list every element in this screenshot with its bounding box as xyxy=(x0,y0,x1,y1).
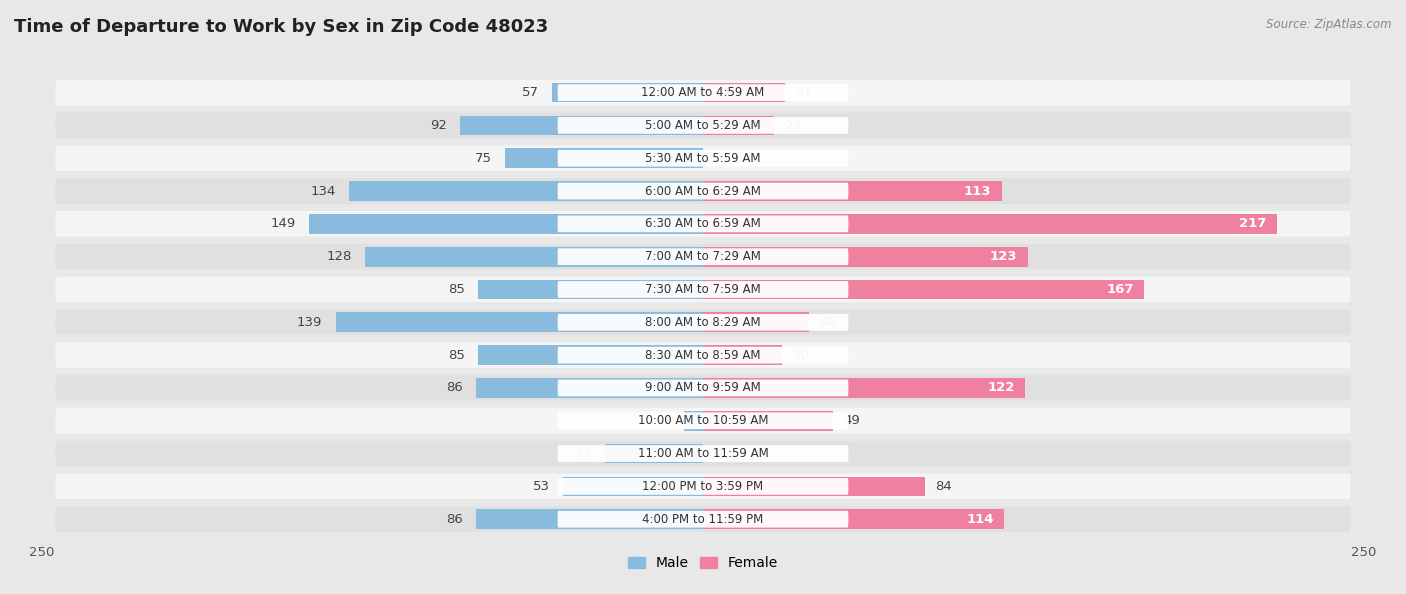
FancyBboxPatch shape xyxy=(558,117,848,134)
Legend: Male, Female: Male, Female xyxy=(623,551,783,576)
Text: Source: ZipAtlas.com: Source: ZipAtlas.com xyxy=(1267,18,1392,31)
Text: 8:00 AM to 8:29 AM: 8:00 AM to 8:29 AM xyxy=(645,316,761,329)
Text: 149: 149 xyxy=(271,217,295,230)
Text: 6:00 AM to 6:29 AM: 6:00 AM to 6:29 AM xyxy=(645,185,761,198)
FancyBboxPatch shape xyxy=(558,248,848,265)
Text: 12:00 AM to 4:59 AM: 12:00 AM to 4:59 AM xyxy=(641,86,765,99)
FancyBboxPatch shape xyxy=(558,314,848,331)
Text: 40: 40 xyxy=(820,316,837,329)
Text: 167: 167 xyxy=(1107,283,1133,296)
FancyBboxPatch shape xyxy=(55,277,1351,302)
Text: 57: 57 xyxy=(522,86,538,99)
Text: 8:30 AM to 8:59 AM: 8:30 AM to 8:59 AM xyxy=(645,349,761,362)
Text: 30: 30 xyxy=(793,349,810,362)
Text: 75: 75 xyxy=(475,151,492,165)
Text: 11:00 AM to 11:59 AM: 11:00 AM to 11:59 AM xyxy=(638,447,768,460)
Text: 7:00 AM to 7:29 AM: 7:00 AM to 7:29 AM xyxy=(645,250,761,263)
FancyBboxPatch shape xyxy=(558,216,848,232)
Bar xyxy=(475,378,703,398)
FancyBboxPatch shape xyxy=(558,478,848,495)
Text: 92: 92 xyxy=(430,119,447,132)
Text: 12:00 PM to 3:59 PM: 12:00 PM to 3:59 PM xyxy=(643,480,763,493)
Bar xyxy=(703,378,1025,398)
Text: 5:30 AM to 5:59 AM: 5:30 AM to 5:59 AM xyxy=(645,151,761,165)
FancyBboxPatch shape xyxy=(55,375,1351,401)
FancyBboxPatch shape xyxy=(55,473,1351,499)
Bar xyxy=(703,476,925,496)
Text: 114: 114 xyxy=(966,513,994,526)
FancyBboxPatch shape xyxy=(558,347,848,364)
Text: 0: 0 xyxy=(714,151,721,165)
FancyBboxPatch shape xyxy=(558,281,848,298)
FancyBboxPatch shape xyxy=(55,441,1351,466)
FancyBboxPatch shape xyxy=(55,211,1351,236)
Bar xyxy=(703,280,1144,299)
Text: 84: 84 xyxy=(935,480,952,493)
Text: 0: 0 xyxy=(714,447,721,460)
Bar xyxy=(685,411,703,431)
Text: 7: 7 xyxy=(662,414,671,427)
Bar xyxy=(460,116,703,135)
FancyBboxPatch shape xyxy=(558,150,848,166)
FancyBboxPatch shape xyxy=(558,446,848,462)
Text: 139: 139 xyxy=(297,316,322,329)
Bar xyxy=(349,181,703,201)
Text: 7:30 AM to 7:59 AM: 7:30 AM to 7:59 AM xyxy=(645,283,761,296)
FancyBboxPatch shape xyxy=(55,342,1351,368)
Text: 6:30 AM to 6:59 AM: 6:30 AM to 6:59 AM xyxy=(645,217,761,230)
Bar xyxy=(478,280,703,299)
FancyBboxPatch shape xyxy=(558,412,848,429)
FancyBboxPatch shape xyxy=(55,146,1351,171)
Text: 49: 49 xyxy=(844,414,860,427)
Text: 122: 122 xyxy=(987,381,1015,394)
Bar xyxy=(703,510,1004,529)
Bar xyxy=(703,411,832,431)
FancyBboxPatch shape xyxy=(55,113,1351,138)
Text: 217: 217 xyxy=(1239,217,1265,230)
Text: 4:00 PM to 11:59 PM: 4:00 PM to 11:59 PM xyxy=(643,513,763,526)
Text: 10:00 AM to 10:59 AM: 10:00 AM to 10:59 AM xyxy=(638,414,768,427)
Bar xyxy=(703,116,775,135)
Text: 9:00 AM to 9:59 AM: 9:00 AM to 9:59 AM xyxy=(645,381,761,394)
Text: 86: 86 xyxy=(446,513,463,526)
Text: 31: 31 xyxy=(796,86,813,99)
Text: 128: 128 xyxy=(326,250,352,263)
Bar xyxy=(605,444,703,463)
Text: 5:00 AM to 5:29 AM: 5:00 AM to 5:29 AM xyxy=(645,119,761,132)
FancyBboxPatch shape xyxy=(55,178,1351,204)
FancyBboxPatch shape xyxy=(55,408,1351,434)
FancyBboxPatch shape xyxy=(558,380,848,396)
Bar xyxy=(703,345,782,365)
Bar xyxy=(475,510,703,529)
Text: 123: 123 xyxy=(990,250,1018,263)
Bar xyxy=(309,214,703,233)
FancyBboxPatch shape xyxy=(55,244,1351,270)
Bar xyxy=(562,476,703,496)
Bar xyxy=(703,214,1277,233)
Bar xyxy=(336,312,703,332)
Bar xyxy=(703,247,1028,267)
FancyBboxPatch shape xyxy=(55,507,1351,532)
FancyBboxPatch shape xyxy=(558,511,848,527)
Text: 85: 85 xyxy=(449,283,465,296)
FancyBboxPatch shape xyxy=(55,309,1351,335)
FancyBboxPatch shape xyxy=(558,183,848,200)
Bar xyxy=(505,148,703,168)
Bar xyxy=(703,181,1001,201)
Bar xyxy=(703,83,785,102)
Text: 134: 134 xyxy=(311,185,336,198)
FancyBboxPatch shape xyxy=(558,84,848,101)
Text: 85: 85 xyxy=(449,349,465,362)
Bar xyxy=(553,83,703,102)
Text: 27: 27 xyxy=(785,119,801,132)
Bar xyxy=(703,312,808,332)
Text: Time of Departure to Work by Sex in Zip Code 48023: Time of Departure to Work by Sex in Zip … xyxy=(14,18,548,36)
Text: 86: 86 xyxy=(446,381,463,394)
Text: 37: 37 xyxy=(575,447,592,460)
Bar xyxy=(478,345,703,365)
FancyBboxPatch shape xyxy=(55,80,1351,105)
Bar xyxy=(364,247,703,267)
Text: 113: 113 xyxy=(963,185,991,198)
Text: 53: 53 xyxy=(533,480,550,493)
